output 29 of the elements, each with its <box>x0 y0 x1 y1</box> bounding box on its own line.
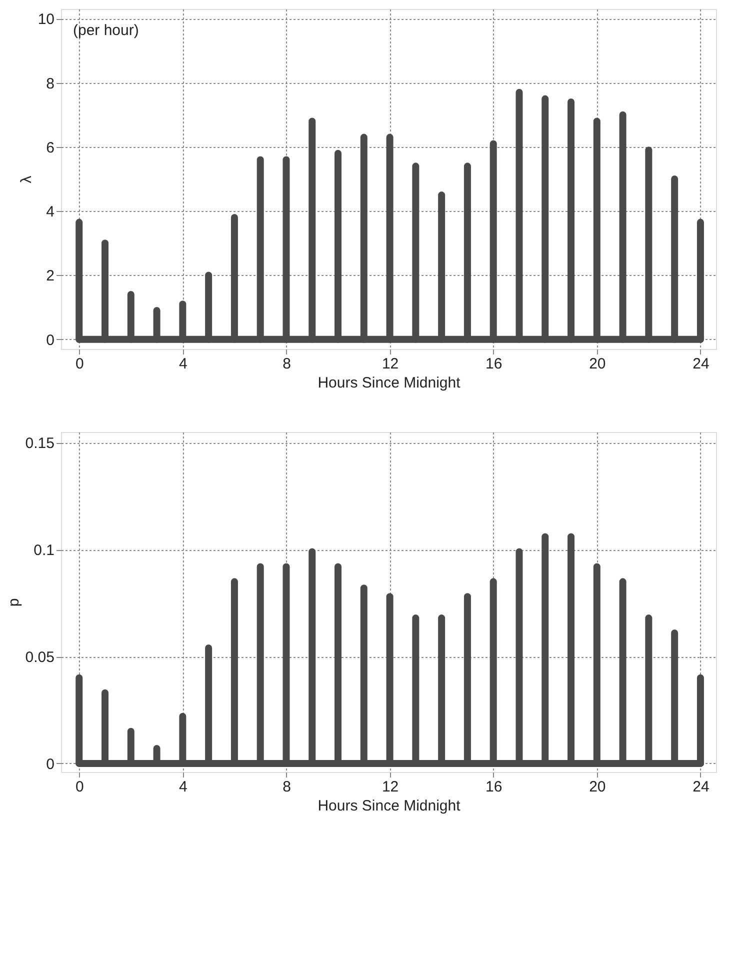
x-tick-label: 8 <box>282 356 291 372</box>
x-tick-label: 4 <box>179 356 188 372</box>
y-tick-label: 8 <box>46 75 54 92</box>
x-tick-label: 20 <box>589 778 606 796</box>
x-tick-label: 16 <box>486 356 502 372</box>
x-tick-label: 8 <box>282 778 291 796</box>
x-tick-label: 0 <box>75 356 84 372</box>
y-axis-title: p <box>5 598 22 607</box>
y-tick-label: 0.1 <box>34 542 54 560</box>
y-tick-label: 2 <box>46 268 54 285</box>
x-tick-label: 20 <box>589 356 606 372</box>
y-tick-label: 10 <box>38 11 54 28</box>
x-tick-label: 16 <box>486 778 502 796</box>
y-tick-label: 0.05 <box>25 649 54 666</box>
x-tick-label: 24 <box>692 778 710 796</box>
y-tick-label: 0 <box>46 332 54 349</box>
annotation: (per hour) <box>73 22 139 39</box>
x-tick-label: 0 <box>75 778 84 796</box>
y-tick-label: 0.15 <box>25 435 54 452</box>
x-tick-label: 24 <box>692 356 710 372</box>
y-tick-label: 0 <box>46 756 54 773</box>
y-tick-label: 4 <box>46 204 54 221</box>
y-axis-title: λ <box>18 175 35 184</box>
y-tick-label: 6 <box>46 139 54 156</box>
x-tick-label: 4 <box>179 778 188 796</box>
x-axis-title: Hours Since Midnight <box>318 374 462 392</box>
x-tick-label: 12 <box>382 778 399 796</box>
x-tick-label: 12 <box>382 356 399 372</box>
x-axis-title: Hours Since Midnight <box>318 798 462 814</box>
